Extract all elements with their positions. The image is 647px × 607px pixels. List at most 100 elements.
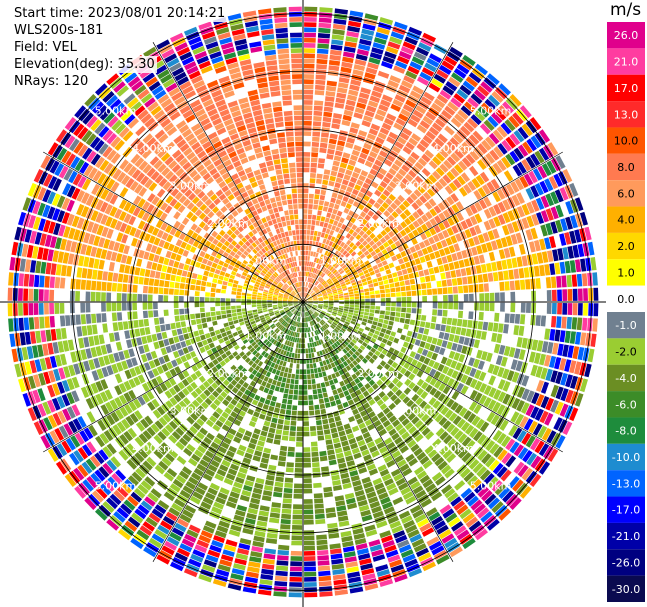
- range-gate: [416, 124, 428, 134]
- range-gate: [468, 520, 482, 532]
- range-gate: [376, 424, 385, 432]
- range-gate: [448, 412, 458, 422]
- range-gate: [483, 312, 489, 321]
- range-gate: [508, 246, 516, 257]
- range-gate: [221, 459, 231, 468]
- range-gate: [133, 320, 139, 328]
- range-gate: [270, 362, 276, 368]
- range-gate: [283, 393, 288, 399]
- range-gate: [334, 335, 340, 340]
- range-gate: [273, 439, 281, 445]
- range-gate: [383, 89, 395, 98]
- range-gate: [520, 314, 526, 325]
- range-gate: [328, 532, 340, 539]
- range-gate: [511, 257, 518, 268]
- range-gate: [481, 102, 493, 114]
- range-gate: [444, 105, 456, 116]
- range-gate: [317, 284, 322, 288]
- range-gate: [335, 399, 342, 405]
- range-gate: [364, 160, 373, 168]
- range-gate: [432, 361, 440, 370]
- range-gate: [446, 317, 453, 325]
- range-gate: [333, 342, 339, 348]
- range-gate: [333, 360, 339, 367]
- range-gate: [526, 452, 537, 466]
- range-gate: [422, 296, 427, 302]
- range-gate: [195, 313, 201, 319]
- range-gate: [362, 240, 368, 247]
- range-gate: [491, 480, 503, 492]
- range-gate: [390, 331, 397, 337]
- range-gate: [316, 544, 328, 551]
- range-gate: [425, 483, 437, 493]
- range-gate: [313, 110, 323, 116]
- range-gate: [303, 297, 304, 302]
- range-gate: [490, 178, 500, 190]
- range-gate: [357, 405, 365, 413]
- range-gate: [280, 440, 288, 446]
- range-gate: [517, 447, 529, 460]
- range-gate: [289, 431, 296, 437]
- range-gate: [309, 321, 312, 327]
- range-gate: [293, 395, 298, 400]
- range-gate: [397, 539, 410, 549]
- range-gate: [429, 368, 437, 377]
- range-gate: [252, 455, 261, 462]
- range-gate: [339, 262, 345, 268]
- range-gate: [230, 463, 240, 471]
- range-gate: [454, 113, 466, 124]
- range-gate: [346, 271, 352, 276]
- range-gate: [284, 345, 289, 351]
- range-gate: [379, 150, 388, 158]
- range-gate: [316, 263, 320, 269]
- range-gate: [293, 493, 303, 499]
- range-gate: [314, 498, 324, 504]
- range-gate: [391, 432, 400, 441]
- range-gate: [310, 347, 314, 353]
- range-gate: [231, 568, 245, 576]
- range-gate: [380, 328, 387, 334]
- range-gate: [345, 169, 353, 176]
- range-gate: [343, 487, 354, 495]
- range-gate: [314, 373, 319, 379]
- range-gate: [371, 193, 379, 201]
- range-gate: [562, 421, 573, 435]
- range-gate: [283, 372, 288, 378]
- range-gate: [416, 143, 427, 153]
- range-gate: [477, 234, 485, 244]
- range-gate: [114, 332, 120, 342]
- range-gate: [252, 540, 264, 548]
- range-gate: [330, 548, 342, 555]
- range-gate: [303, 297, 305, 302]
- range-gate: [355, 139, 364, 147]
- range-gate: [318, 296, 323, 299]
- range-gate: [341, 212, 348, 219]
- range-gate: [344, 278, 350, 283]
- range-gate: [314, 311, 319, 316]
- range-gate: [397, 194, 405, 203]
- range-gate: [414, 161, 424, 171]
- range-gate: [426, 336, 433, 343]
- range-gate: [443, 332, 450, 341]
- range-gate: [488, 375, 496, 386]
- range-gate: [520, 291, 526, 302]
- range-gate: [246, 447, 255, 455]
- range-gate: [342, 401, 349, 408]
- range-gate: [317, 33, 331, 39]
- range-gate: [484, 293, 490, 302]
- range-gate: [339, 235, 345, 241]
- range-gate: [202, 322, 208, 329]
- range-gate: [300, 312, 302, 317]
- range-gate: [374, 290, 380, 295]
- range-gate: [359, 471, 370, 479]
- range-gate: [307, 343, 310, 348]
- range-gate: [308, 400, 314, 406]
- range-gate: [359, 345, 366, 351]
- range-gate: [310, 308, 315, 312]
- range-gate: [384, 315, 390, 320]
- range-gate: [546, 160, 557, 174]
- range-gate: [308, 198, 314, 204]
- range-gate: [442, 219, 451, 229]
- range-gate: [395, 423, 404, 432]
- range-gate: [290, 379, 295, 384]
